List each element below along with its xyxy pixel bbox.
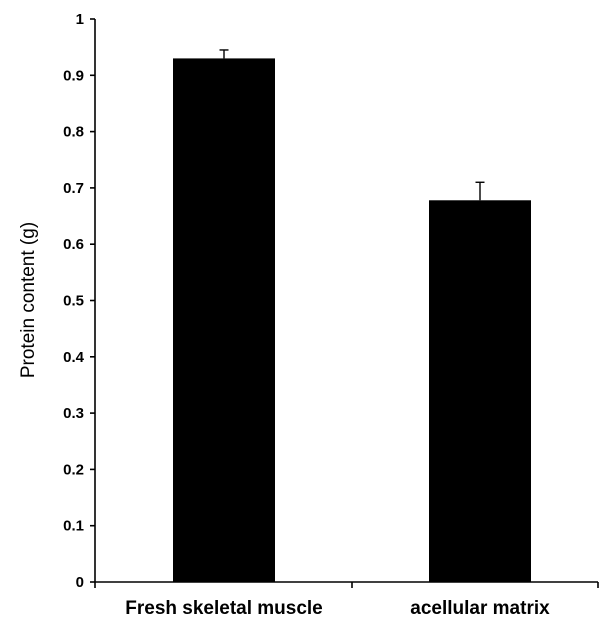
error-bars (219, 49, 485, 201)
bar (429, 200, 531, 582)
y-tick-label: 0.5 (63, 293, 84, 310)
bars (173, 58, 531, 583)
y-tick-label: 0.8 (63, 124, 84, 141)
y-axis-title: Protein content (g) (18, 222, 39, 378)
y-tick-label: 0.4 (63, 349, 85, 366)
y-tick-label: 0 (76, 574, 84, 591)
category-labels: Fresh skeletal muscle acellular matrix (125, 598, 550, 619)
y-tick-label: 1 (76, 11, 84, 28)
y-tick-label: 0.3 (63, 405, 84, 422)
y-tick-label: 0.2 (63, 461, 84, 478)
x-category-label: acellular matrix (410, 598, 550, 619)
y-tick-label: 0.7 (63, 180, 84, 197)
y-axis: 0 0.1 0.2 0.3 0.4 0.5 0.6 0.7 0.8 0.9 1 (63, 11, 96, 591)
x-category-label: Fresh skeletal muscle (125, 598, 323, 619)
bar (173, 58, 275, 583)
y-tick-label: 0.9 (63, 67, 84, 84)
y-tick-label: 0.6 (63, 236, 84, 253)
y-tick-label: 0.1 (63, 518, 84, 535)
